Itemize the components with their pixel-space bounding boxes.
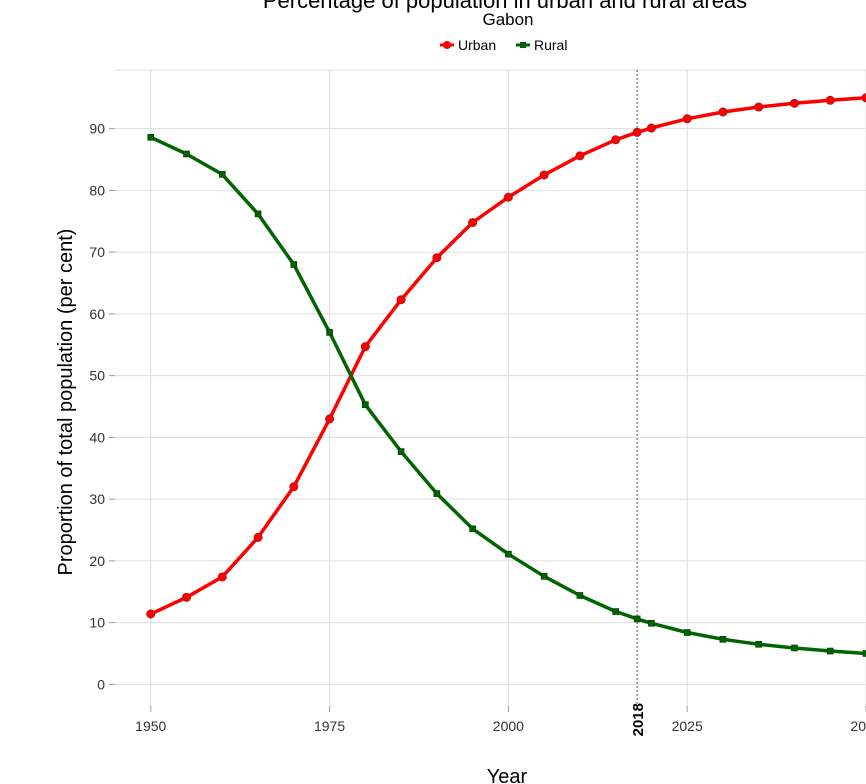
urban-point xyxy=(861,93,866,103)
x-tick-label: 2025 xyxy=(672,718,703,734)
urban-point xyxy=(503,192,513,202)
urban-point xyxy=(253,532,263,542)
y-axis-ticks: 0 10 20 30 40 50 60 70 80 90 xyxy=(89,121,115,692)
legend-urban-marker xyxy=(443,41,451,49)
y-tick-label: 50 xyxy=(89,368,105,384)
y-tick-label: 40 xyxy=(89,429,105,445)
rural-point xyxy=(147,134,155,141)
rural-point xyxy=(218,171,226,178)
urban-point xyxy=(539,170,549,180)
rural-point xyxy=(826,647,834,655)
x-tick-label: 1975 xyxy=(314,718,345,734)
data-series xyxy=(146,93,866,657)
rural-point xyxy=(576,592,584,599)
x-tick-label: 1950 xyxy=(135,718,166,734)
urban-point xyxy=(146,609,156,619)
y-axis-title: Proportion of total population (per cent… xyxy=(55,229,77,576)
y-tick-label: 70 xyxy=(89,244,105,260)
rural-point xyxy=(683,629,691,636)
legend: Urban Rural xyxy=(440,37,567,53)
rural-point xyxy=(755,640,763,648)
urban-point xyxy=(754,102,764,112)
rural-point xyxy=(362,401,369,408)
y-tick-label: 80 xyxy=(89,182,105,198)
urban-point xyxy=(396,295,406,305)
chart-subtitle: Gabon xyxy=(482,10,533,29)
x-tick-label: 2000 xyxy=(493,718,524,734)
reference-line-2018: 2018 xyxy=(630,70,647,736)
urban-point xyxy=(646,123,656,133)
urban-series-line xyxy=(149,96,866,616)
legend-rural-label: Rural xyxy=(534,37,567,53)
x-axis-ticks: 1950 1975 2000 2025 2050 xyxy=(135,706,866,734)
urban-point xyxy=(789,98,799,108)
rural-point xyxy=(469,525,476,533)
urban-point xyxy=(632,127,642,137)
grid xyxy=(115,69,866,706)
urban-point xyxy=(289,482,299,492)
rural-point xyxy=(254,210,262,218)
urban-point xyxy=(718,107,728,117)
urban-point xyxy=(468,218,478,228)
rural-point xyxy=(862,650,866,657)
x-tick-label: 2050 xyxy=(850,718,866,734)
x-axis-title: Year xyxy=(487,766,528,784)
rural-point xyxy=(633,615,641,623)
urban-point xyxy=(825,95,835,105)
urban-point xyxy=(182,592,192,602)
urban-point xyxy=(611,135,621,145)
rural-point xyxy=(397,448,405,455)
rural-point xyxy=(326,329,333,336)
rural-point xyxy=(719,636,727,643)
y-tick-label: 10 xyxy=(89,615,105,631)
rural-point xyxy=(183,150,190,158)
rural-point xyxy=(505,550,512,558)
rural-point xyxy=(648,619,655,627)
urban-point xyxy=(575,151,585,161)
y-tick-label: 60 xyxy=(89,306,105,322)
urban-point xyxy=(360,342,370,352)
rural-series-line xyxy=(149,135,866,656)
rural-point xyxy=(540,573,548,580)
y-tick-label: 90 xyxy=(89,121,105,137)
chart-title: Percentage of population in urban and ru… xyxy=(263,0,747,13)
legend-rural-marker xyxy=(520,42,526,48)
urban-point xyxy=(682,114,692,124)
urban-point xyxy=(217,572,227,582)
rural-point xyxy=(433,490,441,497)
y-tick-label: 0 xyxy=(97,676,105,692)
urban-point xyxy=(325,414,335,424)
y-tick-label: 20 xyxy=(89,553,105,569)
rural-point xyxy=(290,261,298,268)
y-tick-label: 30 xyxy=(89,491,105,507)
rural-point xyxy=(612,608,619,615)
urban-point xyxy=(432,253,442,263)
legend-urban-label: Urban xyxy=(458,37,496,53)
rural-point xyxy=(791,644,798,652)
reference-line-label: 2018 xyxy=(630,703,647,736)
